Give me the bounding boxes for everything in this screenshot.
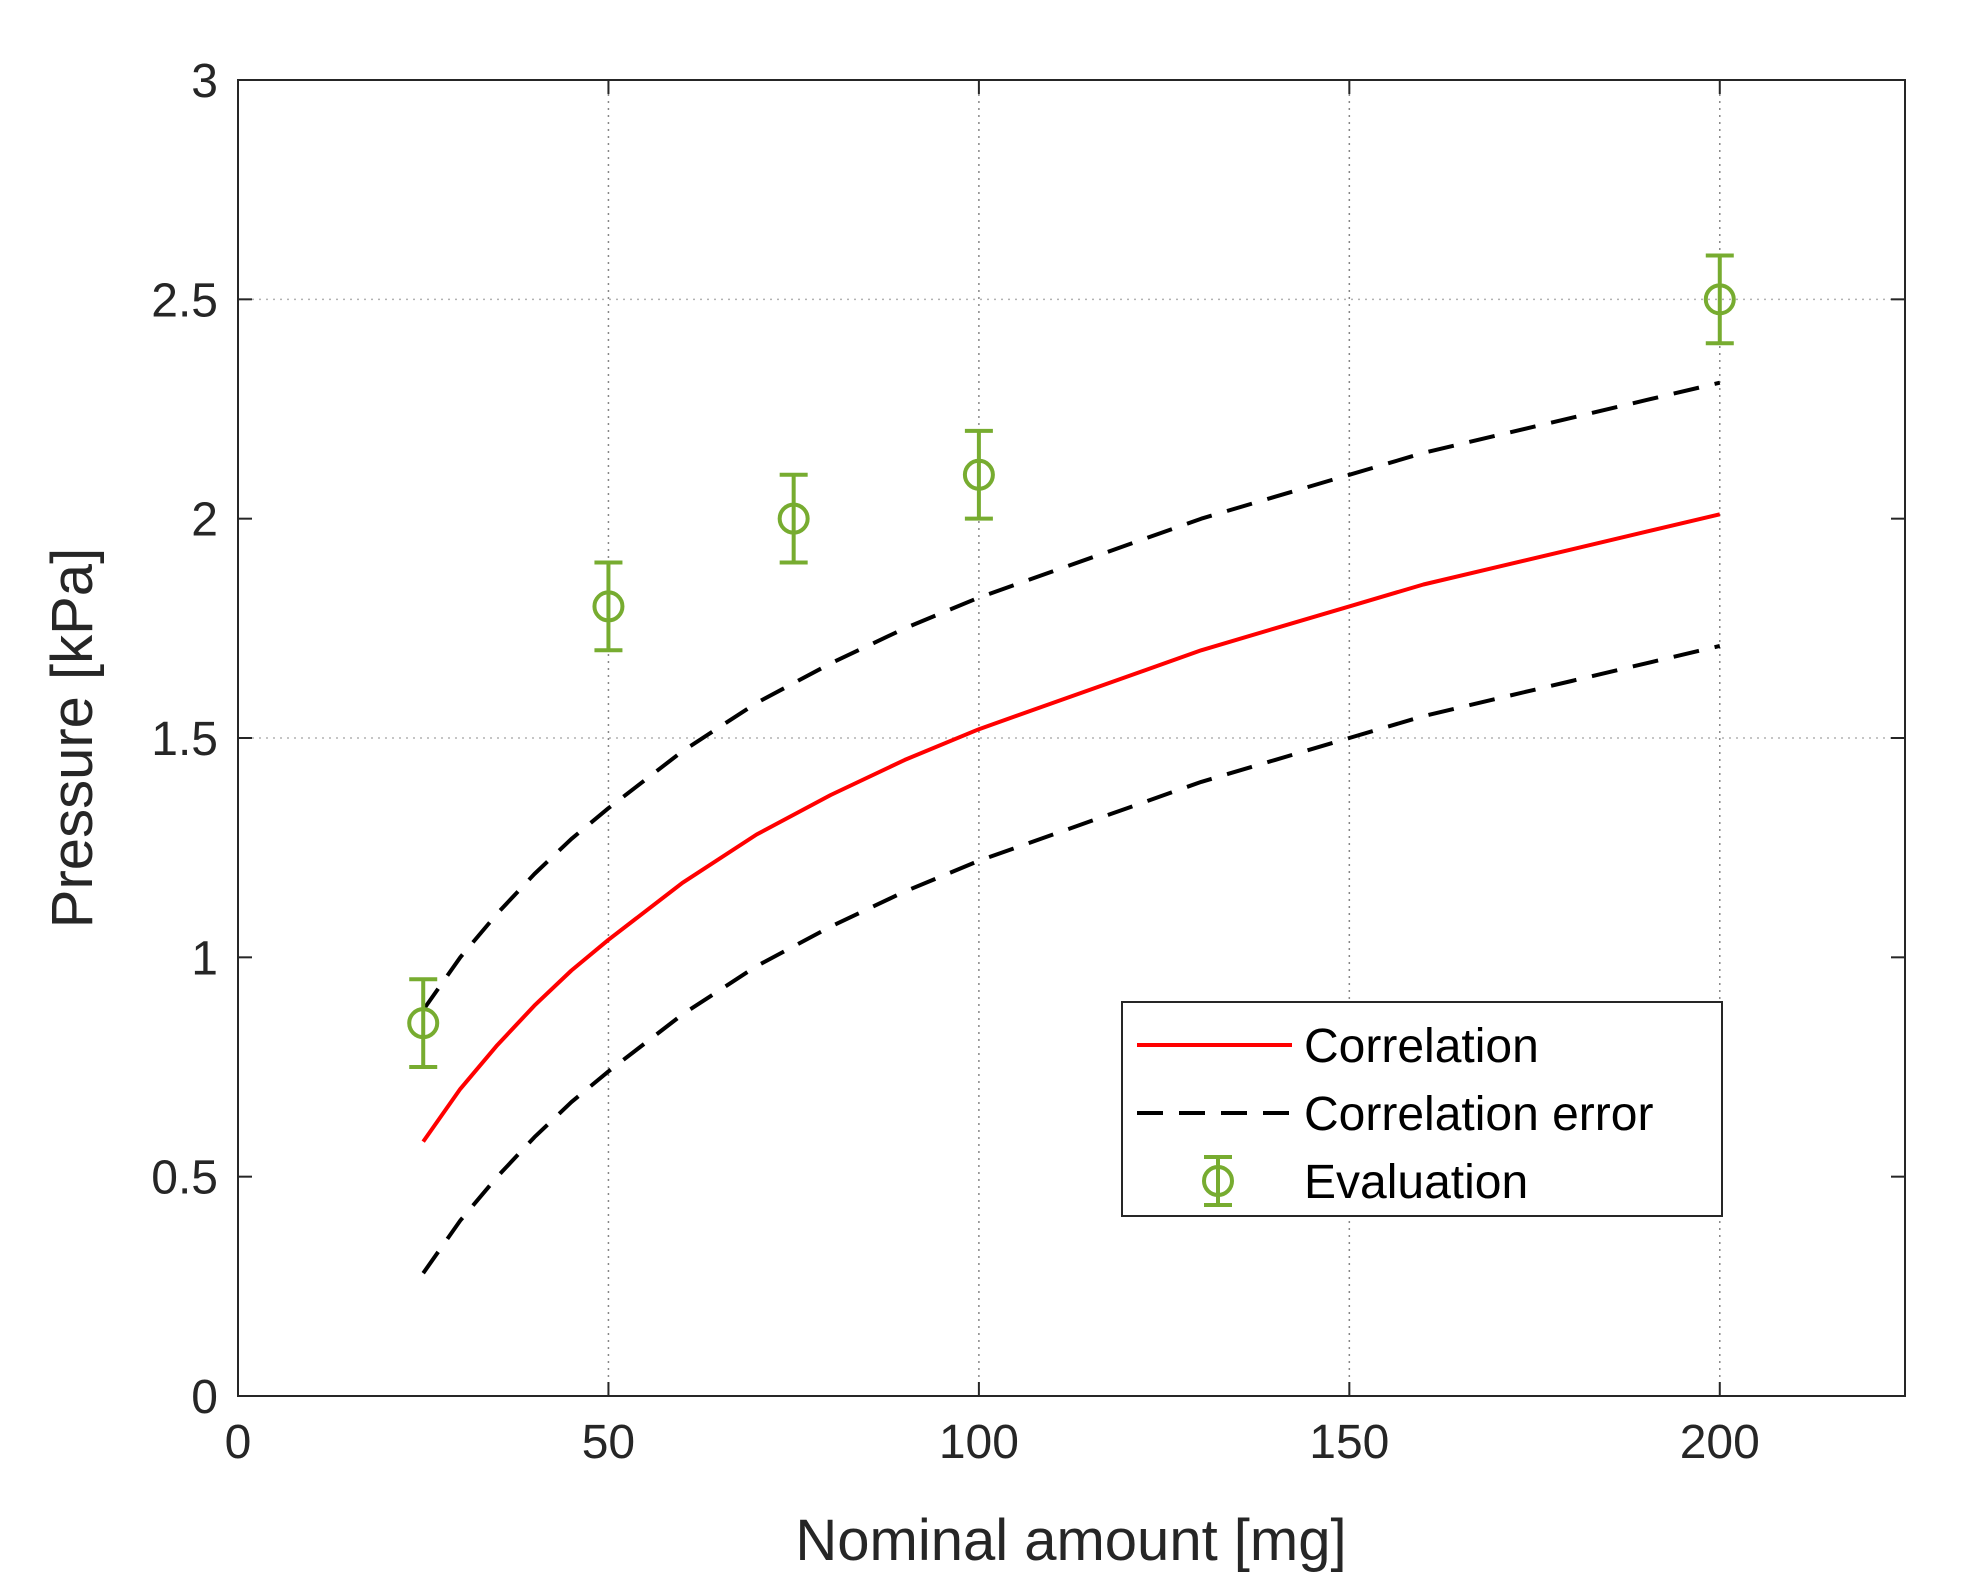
series-line-correlation <box>421 512 1721 1143</box>
x-tick-label: 200 <box>1680 1416 1760 1469</box>
y-axis-label: Pressure [kPa] <box>40 548 105 928</box>
y-tick-label: 3 <box>191 55 218 108</box>
y-tick-label: 2.5 <box>151 274 218 327</box>
x-tick-label: 50 <box>582 1416 635 1469</box>
x-tick-label: 100 <box>939 1416 1019 1469</box>
y-tick-label: 0.5 <box>151 1152 218 1205</box>
plot-box <box>237 79 1906 1397</box>
x-tick-label: 150 <box>1309 1416 1389 1469</box>
evaluation-marker <box>962 458 995 491</box>
evaluation-point <box>592 560 625 653</box>
evaluation-point <box>962 428 995 521</box>
series-line-correlation-error-lower <box>421 643 1721 1275</box>
series-layer <box>407 253 1736 1275</box>
tick-labels: 0 50 100 150 200 0 0.5 1 1.5 2 2.5 3 <box>151 55 1760 1469</box>
x-tick-label: 0 <box>225 1416 252 1469</box>
evaluation-point <box>1703 253 1736 346</box>
evaluation-marker <box>1703 283 1736 316</box>
evaluation-point <box>777 472 810 565</box>
y-tick-label: 1 <box>191 932 218 985</box>
series-line-correlation-error <box>421 380 1721 1012</box>
legend: Correlation Correlation error Evaluation <box>1121 1001 1723 1217</box>
y-tick-label: 0 <box>191 1371 218 1424</box>
legend-marker-evaluation <box>1202 1155 1234 1207</box>
legend-label-correlation: Correlation <box>1304 1020 1539 1073</box>
legend-label-evaluation: Evaluation <box>1304 1156 1528 1209</box>
evaluation-marker <box>407 1007 440 1040</box>
evaluation-marker <box>777 502 810 535</box>
y-tick-label: 2 <box>191 494 218 547</box>
evaluation-point <box>407 977 440 1069</box>
y-tick-label: 1.5 <box>151 713 218 766</box>
evaluation-marker <box>592 590 625 623</box>
x-axis-label: Nominal amount [mg] <box>795 1508 1346 1573</box>
legend-box <box>1121 1001 1723 1217</box>
legend-label-correlation-error: Correlation error <box>1304 1088 1653 1141</box>
